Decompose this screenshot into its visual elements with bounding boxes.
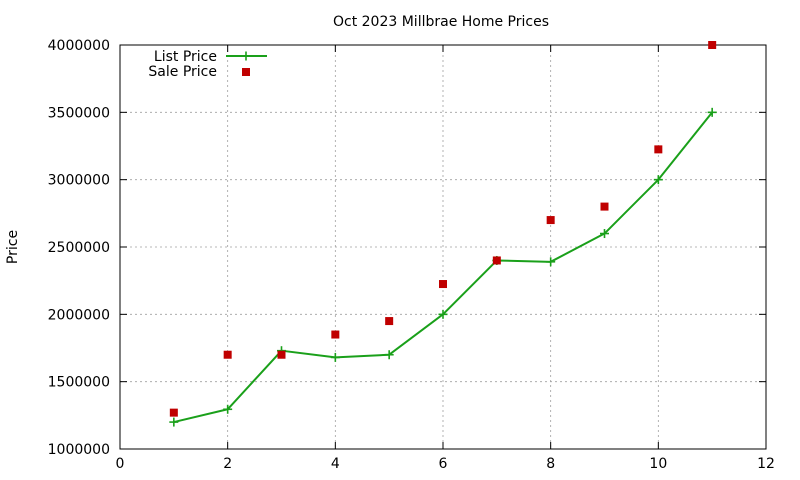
x-tick-label: 12 <box>757 456 775 472</box>
data-point <box>169 417 179 427</box>
data-point <box>169 408 178 417</box>
data-point <box>546 257 556 267</box>
y-tick-label: 3000000 <box>48 173 110 189</box>
data-point <box>223 350 232 359</box>
legend-marker-sale-price <box>242 68 250 76</box>
x-tick-labels: 0 2 4 6 8 10 12 <box>116 456 775 472</box>
data-point <box>546 216 555 225</box>
x-tick-label: 0 <box>116 456 125 472</box>
data-point <box>384 350 394 360</box>
series-layer <box>169 41 717 427</box>
y-tick-label: 4000000 <box>48 38 110 54</box>
y-tick-label: 2500000 <box>48 240 110 256</box>
x-tick-label: 10 <box>649 456 667 472</box>
axis-ticks <box>119 44 767 450</box>
data-point <box>277 350 286 359</box>
chart-title: Oct 2023 Millbrae Home Prices <box>333 14 549 30</box>
grid-lines <box>120 45 766 449</box>
legend-label-list-price: List Price <box>154 49 217 65</box>
y-tick-label: 1000000 <box>48 442 110 458</box>
y-tick-label: 2000000 <box>48 307 110 323</box>
series-sale-price <box>169 41 717 417</box>
y-tick-label: 1500000 <box>48 375 110 391</box>
x-tick-label: 2 <box>223 456 232 472</box>
data-point <box>439 280 447 289</box>
x-tick-label: 4 <box>331 456 340 472</box>
data-point <box>600 202 609 211</box>
data-point <box>707 107 717 117</box>
data-point <box>600 229 609 239</box>
data-point <box>708 41 717 49</box>
data-point <box>654 145 663 154</box>
legend-label-sale-price: Sale Price <box>148 64 217 80</box>
data-point <box>331 330 340 339</box>
legend-marker-list-price <box>241 51 251 61</box>
legend: List Price Sale Price <box>148 49 267 80</box>
data-point <box>223 404 233 414</box>
y-tick-labels: 1000000 1500000 2000000 2500000 3000000 35000… <box>48 38 110 458</box>
data-point <box>438 309 448 319</box>
data-point <box>385 317 394 326</box>
x-tick-label: 8 <box>546 456 555 472</box>
y-axis-label: Price <box>5 230 21 264</box>
data-point <box>653 175 663 185</box>
x-tick-label: 6 <box>439 456 448 472</box>
legend-swatches <box>226 51 267 76</box>
data-point <box>492 256 501 265</box>
data-point <box>330 352 340 362</box>
y-tick-label: 3500000 <box>48 105 110 121</box>
